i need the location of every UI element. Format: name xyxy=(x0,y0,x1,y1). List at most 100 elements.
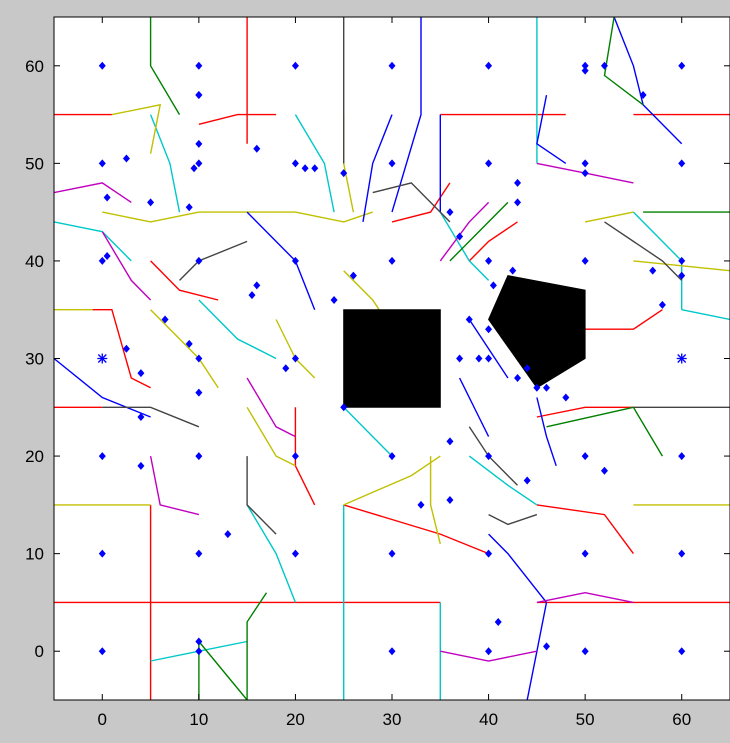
data-point xyxy=(581,647,589,656)
voronoi-edge xyxy=(536,504,634,555)
data-point xyxy=(456,232,464,241)
voronoi-edge xyxy=(198,113,277,125)
data-point xyxy=(103,252,111,261)
data-point xyxy=(195,354,203,363)
voronoi-edge xyxy=(585,309,663,330)
data-point xyxy=(253,144,261,153)
voronoi-edge xyxy=(536,591,634,604)
voronoi-edge xyxy=(488,513,538,526)
data-point xyxy=(195,159,203,168)
data-point xyxy=(456,354,464,363)
data-point xyxy=(581,256,589,265)
data-point xyxy=(161,315,169,324)
data-point xyxy=(581,549,589,558)
voronoi-edge xyxy=(111,103,162,154)
data-point xyxy=(330,295,338,304)
voronoi-edge xyxy=(149,114,181,213)
data-point xyxy=(185,203,193,212)
voronoi-edge xyxy=(101,231,152,301)
voronoi-edge xyxy=(246,377,296,438)
voronoi-edge xyxy=(458,377,490,437)
voronoi-edge xyxy=(343,504,489,555)
voronoi-edge xyxy=(488,533,548,603)
voronoi-edge xyxy=(536,397,557,467)
data-point xyxy=(562,393,570,402)
voronoi-edge xyxy=(536,94,567,164)
y-tick-label: 60 xyxy=(25,57,44,76)
data-point-star xyxy=(97,353,108,364)
data-point xyxy=(195,256,203,265)
data-point xyxy=(446,437,454,446)
data-point xyxy=(388,61,396,70)
data-point xyxy=(195,637,203,646)
voronoi-edge xyxy=(246,504,297,603)
data-point xyxy=(195,388,203,397)
data-point xyxy=(195,139,203,148)
data-point xyxy=(137,461,145,470)
obstacles xyxy=(343,275,586,408)
data-point xyxy=(678,549,686,558)
data-point xyxy=(485,256,493,265)
data-point xyxy=(195,61,203,70)
data-point xyxy=(514,178,522,187)
y-tick-label: 30 xyxy=(25,350,44,369)
data-point xyxy=(678,61,686,70)
data-point xyxy=(311,164,319,173)
voronoi-edge xyxy=(391,182,451,223)
data-point xyxy=(388,159,396,168)
data-point xyxy=(543,642,551,651)
voronoi-edge xyxy=(246,456,277,535)
voronoi-edge xyxy=(613,17,683,145)
voronoi-edge xyxy=(149,17,181,115)
data-point xyxy=(224,530,232,539)
data-point xyxy=(291,549,299,558)
data-point xyxy=(291,256,299,265)
data-point xyxy=(485,452,493,461)
y-tick-label: 40 xyxy=(25,252,44,271)
data-point xyxy=(291,159,299,168)
voronoi-edge xyxy=(429,456,441,545)
data-point xyxy=(678,271,686,280)
data-point xyxy=(98,452,106,461)
data-point xyxy=(465,315,473,324)
voronoi-edge xyxy=(468,455,538,506)
data-point xyxy=(600,61,608,70)
y-tick-label: 50 xyxy=(25,154,44,173)
data-point xyxy=(253,281,261,290)
voronoi-edge xyxy=(294,114,335,213)
data-point xyxy=(581,452,589,461)
voronoi-edge xyxy=(536,406,634,418)
data-point xyxy=(195,549,203,558)
voronoi-edge xyxy=(604,221,683,281)
data-point xyxy=(122,344,130,353)
data-point xyxy=(485,549,493,558)
x-tick-label: 10 xyxy=(189,710,208,729)
data-point xyxy=(514,198,522,207)
data-point xyxy=(137,369,145,378)
voronoi-edge xyxy=(440,650,538,662)
data-point xyxy=(388,647,396,656)
data-point xyxy=(475,354,483,363)
voronoi-edge xyxy=(102,406,200,428)
voronoi-edge xyxy=(439,201,490,262)
data-point xyxy=(291,354,299,363)
y-tick-label: 0 xyxy=(35,642,44,661)
obstacle-pentagon xyxy=(488,275,586,389)
data-point xyxy=(103,193,111,202)
data-point xyxy=(248,291,256,300)
data-point xyxy=(509,266,517,275)
voronoi-edge xyxy=(391,17,422,213)
data-point xyxy=(533,383,541,392)
data-point xyxy=(581,66,589,75)
voronoi-edge xyxy=(584,211,634,223)
data-point xyxy=(658,300,666,309)
data-point xyxy=(282,364,290,373)
data-point xyxy=(122,154,130,163)
data-point xyxy=(137,413,145,422)
voronoi-edge xyxy=(92,309,151,389)
data-point xyxy=(639,91,647,100)
voronoi-edge xyxy=(198,299,277,360)
voronoi-edge xyxy=(246,592,268,700)
data-point xyxy=(485,61,493,70)
